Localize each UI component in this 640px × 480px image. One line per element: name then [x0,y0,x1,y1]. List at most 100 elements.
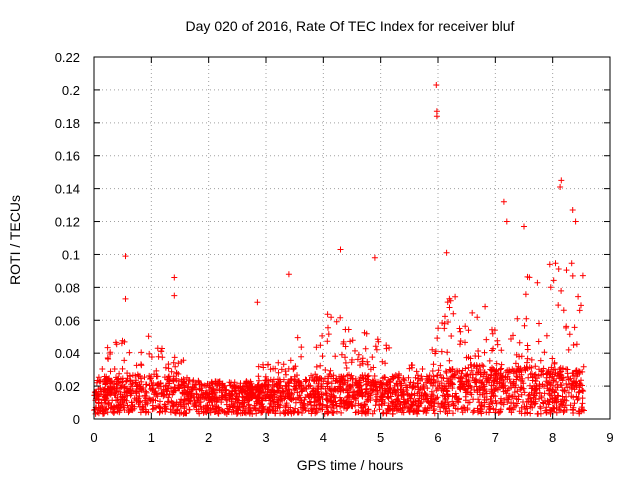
data-point [247,391,254,398]
data-point [396,372,403,379]
data-point [202,391,209,398]
data-point [400,375,407,381]
data-point [147,374,154,380]
data-point [476,362,483,369]
data-point [334,408,340,415]
data-point [450,400,457,407]
data-point [195,395,202,402]
data-point [277,392,284,399]
data-point [163,382,169,389]
data-point [408,362,415,369]
data-point [363,398,370,405]
data-point [223,411,230,417]
data-point [298,353,305,360]
data-point [292,399,299,406]
data-point [358,404,365,411]
data-point [538,368,545,375]
data-point [564,374,571,380]
data-point [521,223,527,230]
y-axis-label: ROTI / TECUs [7,195,23,285]
data-point [541,349,548,356]
data-point [385,402,392,409]
data-point [337,314,344,321]
data-point [275,379,282,386]
data-point [518,404,525,411]
data-point [333,318,340,325]
data-point [170,376,177,383]
data-point [511,393,518,400]
data-point [523,403,530,410]
data-point [524,355,531,362]
data-point [410,401,416,408]
data-point [461,404,468,411]
data-point [489,347,495,354]
data-point [517,386,524,393]
data-point [408,403,415,409]
data-point [267,366,274,373]
data-point [530,394,537,401]
data-point [338,351,345,358]
data-point [328,314,335,321]
data-point [154,373,161,380]
data-point [576,307,583,314]
data-point [454,406,461,413]
data-point [452,390,459,397]
data-point [129,380,136,387]
data-point [227,382,234,389]
data-point [545,401,552,408]
data-point [239,407,246,414]
data-point [537,405,544,412]
data-point [373,346,380,353]
data-point [263,393,270,400]
data-point [489,400,496,407]
data-point [500,384,507,391]
data-point [171,354,178,361]
data-point [264,388,271,395]
data-point [420,383,427,390]
data-point [476,377,483,384]
data-point [540,400,547,407]
data-point [415,403,422,410]
data-point [576,368,583,375]
data-point [438,348,445,355]
data-point [438,400,445,407]
data-point [205,397,212,404]
data-point [308,372,315,379]
data-point [294,389,301,396]
data-point [280,361,287,368]
data-point [527,410,534,417]
data-point [420,408,427,415]
data-point [233,411,240,417]
data-point [237,385,244,392]
data-point [226,392,233,399]
data-point [430,361,437,368]
data-point [110,410,117,416]
data-point [184,391,191,398]
data-point [472,376,479,383]
data-point [493,406,499,413]
data-point [121,357,128,364]
data-point [520,399,526,405]
data-point [438,387,445,394]
data-point [283,383,290,390]
data-point [372,402,379,409]
data-point [448,333,455,339]
data-point [260,383,266,390]
data-point [568,260,575,267]
data-point [456,368,463,374]
data-point [215,410,222,417]
data-point [554,392,561,399]
data-point [425,376,432,383]
data-point [241,394,248,401]
data-point [520,380,527,387]
data-point [497,409,503,416]
data-point [419,366,426,372]
data-point [297,394,304,401]
data-point [151,389,158,396]
data-point [529,377,536,384]
data-point [362,403,369,409]
data-point [514,400,521,407]
data-point [111,366,118,372]
data-point [331,394,338,401]
